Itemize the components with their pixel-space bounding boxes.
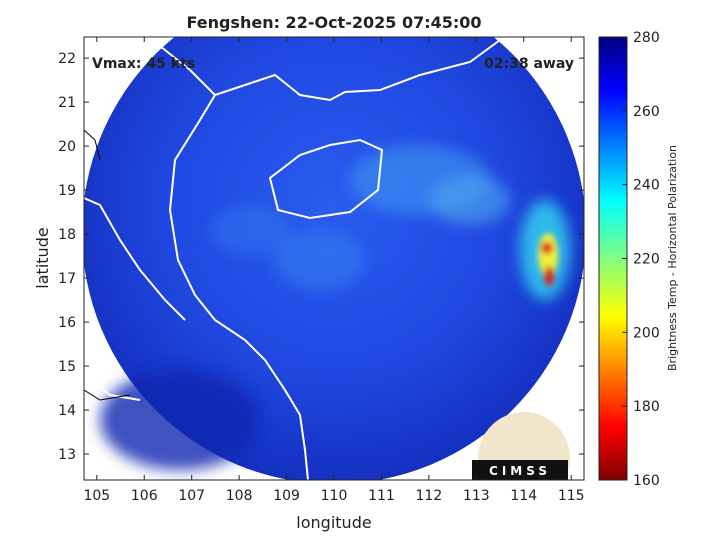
x-tick-label: 106 <box>131 488 158 504</box>
colorbar-tick-label: 260 <box>633 104 660 120</box>
colorbar-tick-label: 220 <box>633 252 660 268</box>
colorbar-tick-label: 240 <box>633 178 660 194</box>
annotation: 02:38 away <box>484 56 574 72</box>
y-tick-label: 20 <box>58 139 76 155</box>
y-tick-label: 14 <box>58 403 76 419</box>
x-tick-label: 114 <box>510 488 537 504</box>
colorbar-tick-label: 280 <box>633 30 660 46</box>
x-axis-label: longitude <box>296 513 371 532</box>
x-tick-label: 112 <box>416 488 443 504</box>
colorbar-label: Brightness Temp - Horizontal Polarizatio… <box>666 145 679 371</box>
y-tick-label: 19 <box>58 183 76 199</box>
y-tick-label: 21 <box>58 95 76 111</box>
logo: CIMSS <box>472 412 570 480</box>
convection <box>538 233 558 286</box>
x-tick-label: 111 <box>368 488 395 504</box>
annotation: Vmax: 45 kts <box>92 56 195 72</box>
x-tick-label: 110 <box>321 488 348 504</box>
chart-title: Fengshen: 22-Oct-2025 07:45:00 <box>186 13 481 32</box>
y-tick-label: 16 <box>58 315 76 331</box>
y-tick-label: 17 <box>58 271 76 287</box>
colorbar-tick-label: 180 <box>633 399 660 415</box>
x-tick-label: 108 <box>226 488 253 504</box>
logo-text: CIMSS <box>489 464 551 478</box>
colorbar-tick-label: 160 <box>633 473 660 489</box>
colorbar-tick-label: 200 <box>633 325 660 341</box>
coastline <box>84 37 501 480</box>
cloud-field <box>100 145 570 470</box>
y-tick-label: 22 <box>58 51 76 67</box>
y-tick-label: 18 <box>58 227 76 243</box>
y-tick-label: 13 <box>58 447 76 463</box>
x-tick-label: 115 <box>558 488 585 504</box>
map-area: CIMSS <box>84 37 584 480</box>
x-tick-label: 113 <box>463 488 490 504</box>
x-tick-label: 107 <box>178 488 205 504</box>
x-tick-label: 105 <box>83 488 110 504</box>
y-axis-label: latitude <box>33 227 52 288</box>
y-tick-label: 15 <box>58 359 76 375</box>
x-tick-label: 109 <box>273 488 300 504</box>
border <box>84 129 131 401</box>
